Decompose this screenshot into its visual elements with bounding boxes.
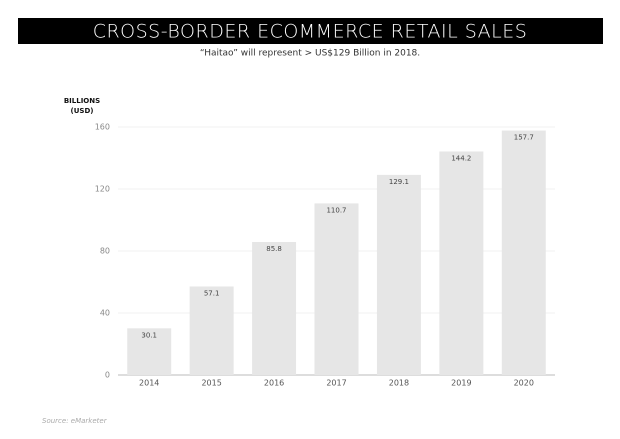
x-tick-label: 2018	[389, 379, 409, 388]
x-tick-label: 2019	[451, 379, 471, 388]
y-tick-label: 80	[100, 247, 110, 256]
source: Source: eMarketer	[42, 417, 108, 425]
value-label: 144.2	[451, 154, 471, 162]
y-axis-label: BILLIONS	[64, 97, 100, 105]
value-label: 157.7	[514, 134, 534, 142]
x-tick-label: 2015	[201, 379, 221, 388]
value-label: 85.8	[266, 245, 282, 253]
bar	[252, 242, 297, 375]
bar	[501, 130, 546, 375]
x-tick-label: 2020	[514, 379, 534, 388]
y-tick-label: 0	[105, 371, 110, 380]
x-tick-label: 2016	[264, 379, 284, 388]
chart-subtitle: “Haitao” will represent > US$129 Billion…	[200, 49, 420, 59]
y-tick-label: 40	[100, 309, 110, 318]
y-tick-label: 160	[95, 123, 110, 132]
y-tick-label: 120	[95, 185, 110, 194]
bar	[127, 328, 172, 375]
chart-title: CROSS-BORDER ECOMMERCE RETAIL SALES	[93, 21, 528, 43]
y-axis-label: (USD)	[71, 107, 94, 115]
title-bar	[18, 18, 603, 44]
value-label: 110.7	[326, 206, 346, 214]
bar	[376, 174, 421, 375]
x-tick-label: 2014	[139, 379, 159, 388]
value-label: 30.1	[141, 331, 157, 339]
bar	[439, 151, 484, 375]
bar	[189, 286, 234, 375]
x-tick-label: 2017	[326, 379, 346, 388]
value-label: 129.1	[389, 178, 409, 186]
value-label: 57.1	[204, 289, 220, 297]
bar	[314, 203, 359, 375]
